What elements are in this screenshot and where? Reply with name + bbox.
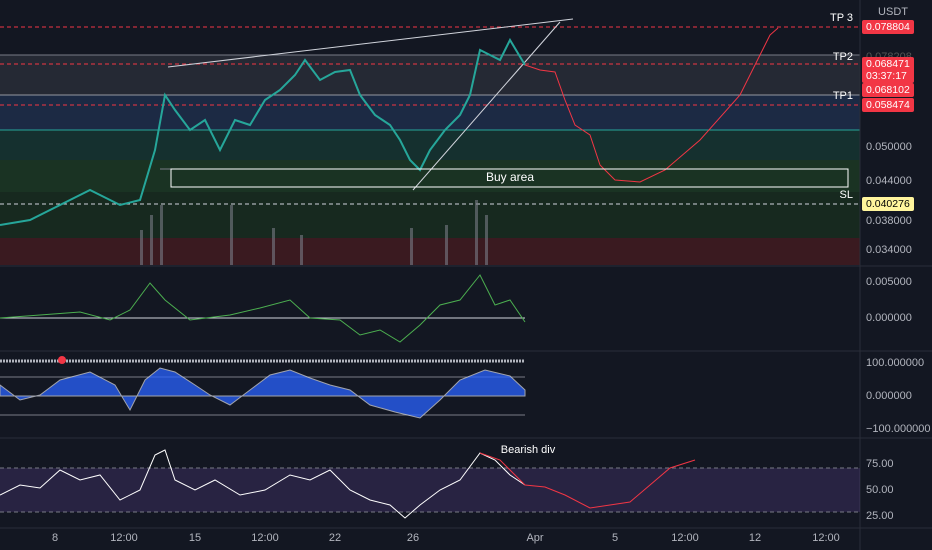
buy-area-box — [170, 168, 849, 188]
rsi-band — [0, 468, 860, 512]
price-projection — [524, 27, 779, 183]
currency: USDT — [878, 6, 908, 18]
time-label: 15 — [189, 532, 201, 544]
sl-label: SL — [840, 189, 853, 201]
oscillator-line — [0, 274, 526, 343]
tp1-label: TP1 — [833, 90, 853, 102]
price-path — [0, 37, 526, 226]
time-label: 12:00 — [671, 532, 699, 544]
time-label: 12:00 — [812, 532, 840, 544]
time-label: 12:00 — [110, 532, 138, 544]
axis-label: 0.050000 — [866, 141, 912, 153]
axis-label: 25.00 — [866, 510, 894, 522]
axis-label: 100.000000 — [866, 357, 924, 369]
time-label: 12:00 — [251, 532, 279, 544]
time-label: 5 — [612, 532, 618, 544]
volume-bars — [140, 200, 488, 265]
wave-area — [0, 367, 526, 419]
price-tag: 0.058474 — [866, 99, 910, 111]
time-label: 12 — [749, 532, 761, 544]
price-tag: 0.068102 — [866, 84, 910, 96]
price-tag: 0.040276 — [866, 198, 910, 210]
price-tags: 0.078208 0.078804 0.068471 03:37:17 0.06… — [862, 20, 914, 211]
price-tag: 0.078804 — [866, 21, 910, 33]
rsi-projection — [479, 452, 696, 509]
tp3-label: TP 3 — [830, 12, 853, 24]
divergence-label: Bearish div — [501, 444, 556, 456]
time-label: 26 — [407, 532, 419, 544]
zones — [0, 26, 860, 265]
time-label: Apr — [526, 532, 543, 544]
signal-dot — [58, 356, 66, 364]
axis-label: −100.000000 — [866, 423, 931, 435]
axis-label: 0.000000 — [866, 390, 912, 402]
price-axis: 0.050000 0.044000 0.038000 0.034000 — [866, 141, 912, 256]
countdown: 03:37:17 — [866, 70, 907, 82]
buy-area-label: Buy area — [486, 170, 534, 184]
axis-label: 75.00 — [866, 458, 894, 470]
rsi-line — [0, 449, 526, 519]
axis-label: 0.005000 — [866, 276, 912, 288]
time-axis: 8 12:00 15 12:00 22 26 Apr 5 12:00 12 12… — [52, 532, 840, 544]
time-label: 22 — [329, 532, 341, 544]
axis-label: 0.044000 — [866, 175, 912, 187]
price-tag: 0.068471 — [866, 58, 910, 70]
tp2-label: TP2 — [833, 51, 853, 63]
axis-label: 0.038000 — [866, 215, 912, 227]
axis-label: 50.00 — [866, 484, 894, 496]
axis-label: 0.000000 — [866, 312, 912, 324]
time-label: 8 — [52, 532, 58, 544]
axis-label: 0.034000 — [866, 244, 912, 256]
